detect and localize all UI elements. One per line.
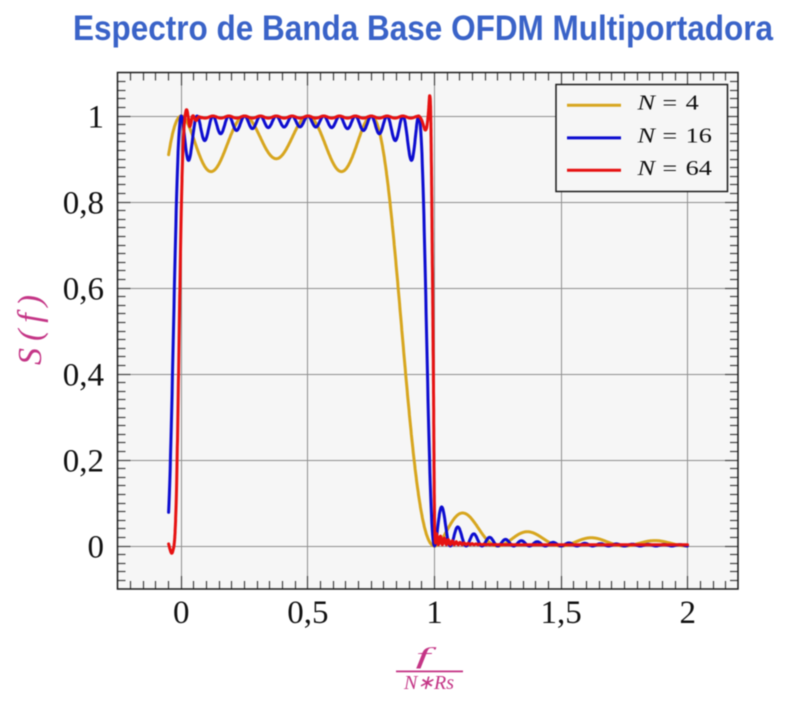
svg-text:N∗Rs: N∗Rs bbox=[403, 672, 454, 694]
svg-text:S(f): S(f) bbox=[12, 288, 49, 365]
svg-text:1,5: 1,5 bbox=[540, 595, 581, 631]
svg-text:0,5: 0,5 bbox=[287, 595, 328, 631]
svg-text:Espectro de Banda Base OFDM Mu: Espectro de Banda Base OFDM Multiportado… bbox=[73, 8, 773, 48]
svg-text:N=64: N = 64 bbox=[636, 157, 711, 180]
svg-text:N=4: N = 4 bbox=[636, 92, 698, 115]
svg-text:0: 0 bbox=[88, 530, 105, 566]
svg-text:0,8: 0,8 bbox=[63, 186, 104, 222]
svg-text:N=16: N = 16 bbox=[636, 125, 711, 148]
svg-text:1: 1 bbox=[88, 100, 105, 136]
svg-text:0: 0 bbox=[173, 595, 190, 631]
svg-text:2: 2 bbox=[679, 595, 696, 631]
svg-text:0,6: 0,6 bbox=[63, 272, 104, 308]
svg-text:1: 1 bbox=[426, 595, 443, 631]
svg-text:0,4: 0,4 bbox=[63, 358, 104, 394]
svg-text:0,2: 0,2 bbox=[63, 444, 104, 480]
